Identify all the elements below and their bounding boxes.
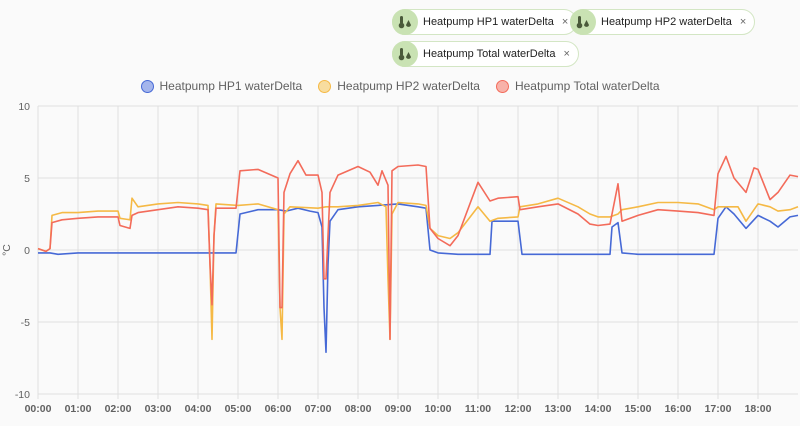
chip-label: Heatpump HP2 waterDelta — [601, 16, 732, 28]
chip-hp2[interactable]: Heatpump HP2 waterDelta × — [570, 9, 756, 35]
thermometer-water-icon — [392, 9, 418, 35]
close-icon[interactable]: × — [561, 16, 569, 28]
thermometer-water-icon — [392, 41, 418, 67]
x-tick-label: 10:00 — [425, 403, 452, 415]
x-tick-label: 06:00 — [265, 403, 292, 415]
x-tick-label: 03:00 — [145, 403, 172, 415]
chip-label: Heatpump Total waterDelta — [423, 48, 556, 60]
close-icon[interactable]: × — [563, 48, 570, 60]
legend-label: Heatpump Total waterDelta — [514, 79, 660, 93]
chip-hp1[interactable]: Heatpump HP1 waterDelta × — [392, 9, 578, 35]
chip-label: Heatpump HP1 waterDelta — [423, 16, 554, 28]
legend-label: Heatpump HP2 waterDelta — [337, 79, 480, 93]
x-tick-label: 08:00 — [345, 403, 372, 415]
x-tick-label: 05:00 — [225, 403, 252, 415]
x-tick-label: 15:00 — [625, 403, 652, 415]
x-tick-label: 04:00 — [185, 403, 212, 415]
y-tick-label: 0 — [24, 245, 30, 257]
y-tick-label: 5 — [24, 173, 30, 185]
x-tick-label: 18:00 — [745, 403, 772, 415]
series-line — [37, 155, 799, 341]
series-line — [37, 197, 799, 341]
legend-item-total[interactable]: Heatpump Total waterDelta — [495, 79, 660, 93]
y-tick-label: -5 — [21, 317, 30, 329]
x-tick-label: 17:00 — [705, 403, 732, 415]
chip-total[interactable]: Heatpump Total waterDelta × — [392, 41, 579, 67]
close-icon[interactable]: × — [739, 16, 747, 28]
x-tick-label: 01:00 — [65, 403, 92, 415]
series-line — [38, 203, 799, 353]
thermometer-water-icon — [570, 9, 596, 35]
legend-label: Heatpump HP1 waterDelta — [159, 79, 303, 93]
x-tick-label: 11:00 — [465, 403, 491, 415]
chart-legend: Heatpump HP1 waterDelta Heatpump HP2 wat… — [0, 79, 800, 93]
y-tick-label: 10 — [18, 101, 30, 113]
y-axis-label: °C — [1, 244, 13, 256]
legend-swatch — [495, 79, 509, 93]
x-tick-label: 09:00 — [385, 403, 412, 415]
x-tick-label: 02:00 — [105, 403, 132, 415]
legend-item-hp2[interactable]: Heatpump HP2 waterDelta — [318, 79, 480, 93]
x-tick-label: 07:00 — [305, 403, 332, 415]
legend-swatch — [140, 79, 154, 93]
legend-swatch — [318, 79, 332, 93]
x-tick-label: 16:00 — [665, 403, 692, 415]
x-tick-label: 00:00 — [25, 403, 52, 415]
x-tick-label: 12:00 — [505, 403, 532, 415]
x-tick-label: 13:00 — [545, 403, 572, 415]
x-tick-label: 14:00 — [585, 403, 612, 415]
y-tick-label: -10 — [15, 389, 30, 401]
legend-item-hp1[interactable]: Heatpump HP1 waterDelta — [140, 79, 303, 93]
